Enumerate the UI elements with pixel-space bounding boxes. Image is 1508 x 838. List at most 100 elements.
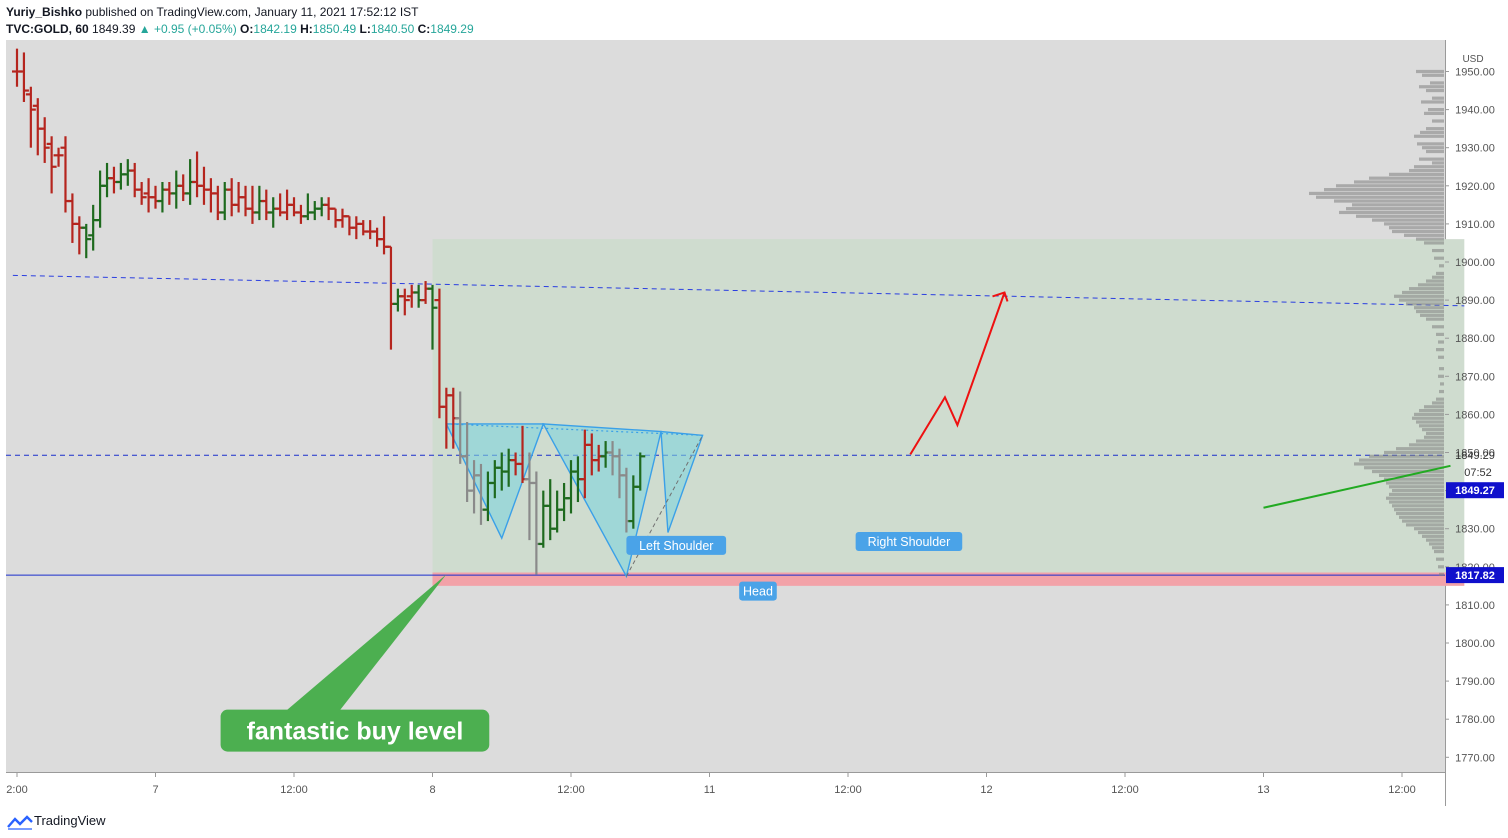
volume-profile-bar [1432, 96, 1444, 100]
volume-profile-bar [1409, 168, 1444, 173]
volume-profile-bar [1432, 546, 1444, 550]
volume-profile-bar [1402, 290, 1444, 295]
y-tick-label: 1780.00 [1455, 714, 1495, 726]
volume-profile-bar [1404, 233, 1444, 237]
volume-profile-bar [1372, 218, 1444, 222]
volume-profile-bar [1416, 69, 1444, 74]
x-tick-label: 12:00 [557, 784, 585, 796]
volume-profile-bar [1414, 306, 1444, 310]
ohlc-bar [25, 86, 36, 148]
y-tick-label: 1850.00 [1455, 448, 1495, 460]
volume-profile-bar [1436, 332, 1444, 336]
projection-arrowhead [992, 291, 1009, 302]
volume-profile-bar [1416, 420, 1444, 424]
ohlc-bar [136, 181, 147, 205]
author-name[interactable]: Yuriy_Bishko [6, 5, 83, 19]
volume-profile-bar [1439, 389, 1444, 394]
ohlc-line: TVC:GOLD, 60 1849.39 ▲ +0.95 (+0.05%) O:… [6, 22, 474, 36]
current-price-badge [1446, 482, 1504, 499]
volume-profile-bar [1354, 462, 1444, 466]
y-tick-label: 1770.00 [1455, 752, 1495, 764]
volume-profile-bar [1424, 111, 1444, 116]
y-tick-label: 1830.00 [1455, 524, 1495, 536]
volume-profile-bar [1426, 149, 1444, 154]
volume-profile-bar [1369, 454, 1444, 458]
high-label: H: [300, 22, 313, 36]
volume-profile-bar [1346, 207, 1444, 211]
volume-profile-bar [1428, 108, 1444, 112]
volume-profile-bar [1432, 325, 1444, 329]
countdown-label: 07:52 [1464, 467, 1492, 479]
volume-profile-bar [1356, 214, 1444, 218]
volume-profile-bar [1394, 294, 1444, 298]
volume-profile-bar [1419, 408, 1444, 413]
y-tick-label: 1920.00 [1455, 181, 1495, 193]
pattern-label-bg [626, 535, 727, 555]
ohlc-bar [427, 284, 438, 350]
volume-profile-bar [1409, 287, 1444, 291]
volume-profile-bar [1414, 165, 1444, 169]
y-tick-label: 1810.00 [1455, 600, 1495, 612]
ohlc-bar [46, 136, 57, 194]
open-label: O: [240, 22, 254, 36]
volume-profile-bar [1426, 317, 1444, 321]
volume-profile-bar [1392, 504, 1444, 508]
volume-profile-bar [1438, 565, 1444, 569]
x-tick-label: 12:00 [280, 784, 308, 796]
x-tick-label: 12 [980, 784, 992, 796]
dashed-resistance-line [12, 274, 1465, 307]
volume-profile-bar [1429, 542, 1444, 546]
volume-profile-bar [1389, 172, 1444, 176]
volume-profile-bar [1324, 188, 1444, 192]
symbol-label[interactable]: TVC:GOLD, 60 [6, 22, 89, 36]
pattern-label: Right Shoulder [868, 535, 951, 549]
volume-profile-bar [1392, 489, 1444, 493]
volume-profile-bar [1426, 279, 1444, 283]
x-tick-label: 13 [1257, 784, 1269, 796]
y-tick-label: 1940.00 [1455, 105, 1495, 117]
ohlc-bar [53, 147, 64, 167]
volume-profile-bar [1438, 355, 1444, 359]
volume-profile-bar [1418, 283, 1444, 287]
time-axis-pane [6, 772, 1445, 806]
volume-profile-bar [1422, 534, 1444, 538]
volume-profile-bar [1416, 439, 1444, 443]
volume-profile-bar [1364, 466, 1444, 470]
volume-profile-bar [1419, 424, 1444, 428]
volume-profile-bar [1426, 431, 1444, 436]
volume-profile-bar [1372, 469, 1444, 474]
y-tick-label: 1800.00 [1455, 638, 1495, 650]
y-tick-label: 1910.00 [1455, 219, 1495, 231]
x-tick-label: 11 [704, 784, 715, 796]
footer: TradingView [0, 806, 1508, 838]
volume-profile-bar [1386, 496, 1444, 500]
callout-box [220, 709, 490, 752]
pattern-label: Head [743, 585, 773, 599]
volume-profile-bar [1426, 127, 1444, 131]
volume-profile-bar [1436, 397, 1444, 401]
volume-profile-bar [1420, 130, 1444, 135]
volume-profile-bar [1430, 81, 1444, 85]
volume-profile-bar [1406, 302, 1444, 306]
tradingview-logo-icon[interactable] [7, 814, 33, 830]
change-value: ▲ +0.95 (+0.05%) [138, 22, 237, 36]
volume-profile-bar [1369, 176, 1444, 180]
x-tick-label: 7 [152, 784, 158, 796]
volume-profile-bar [1384, 477, 1444, 481]
volume-profile-bar [1399, 515, 1444, 519]
ohlc-bar [18, 52, 29, 102]
support-price-label: 1817.82 [1455, 570, 1495, 582]
volume-profile-bar [1426, 538, 1444, 542]
y-tick-label: 1860.00 [1455, 409, 1495, 421]
y-tick-label: 1880.00 [1455, 333, 1495, 345]
volume-profile-bar [1438, 374, 1444, 378]
volume-profile-bar [1424, 435, 1444, 439]
volume-profile-bar [1336, 184, 1444, 188]
y-tick-label: 1790.00 [1455, 676, 1495, 688]
tradingview-brand[interactable]: TradingView [34, 813, 106, 828]
volume-profile-bar [1436, 348, 1444, 352]
volume-profile-bar [1392, 229, 1444, 234]
volume-profile-bar [1414, 412, 1444, 416]
volume-profile-bar [1424, 241, 1444, 245]
